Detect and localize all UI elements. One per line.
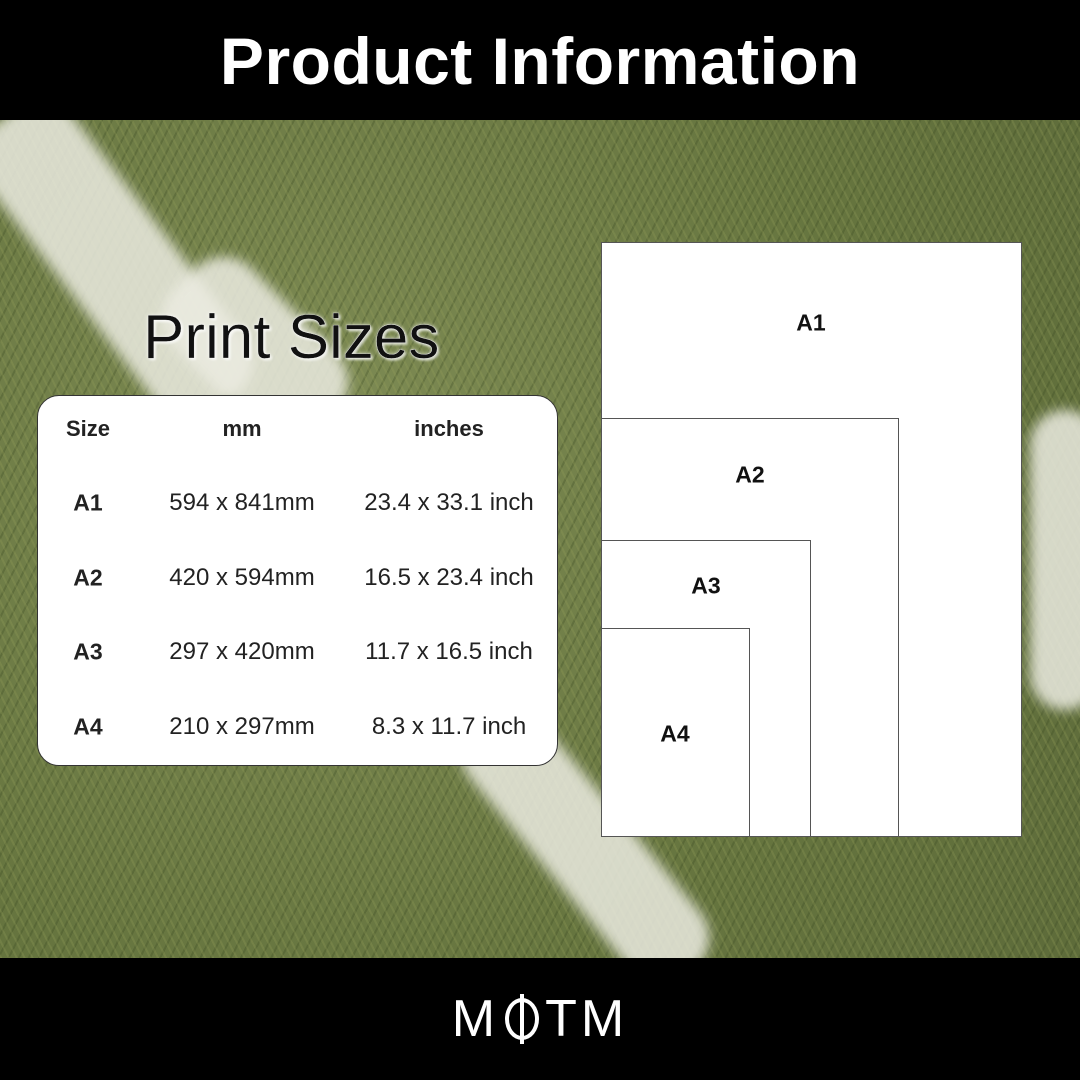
logo-o-mark	[505, 994, 540, 1044]
page-title: Product Information	[219, 24, 861, 98]
mm-cell: 420 x 594mm	[169, 564, 315, 591]
size-cell: A4	[73, 713, 103, 740]
header-bar: Product Information	[0, 0, 1080, 120]
footer-bar: M TM	[0, 958, 1080, 1080]
a4-rectangle	[601, 628, 750, 837]
section-title: Print Sizes	[143, 303, 440, 372]
inches-cell: 23.4 x 33.1 inch	[364, 489, 534, 516]
motm-logo: M TM	[451, 990, 629, 1048]
a3-label: A3	[691, 572, 721, 599]
inches-cell: 11.7 x 16.5 inch	[365, 638, 533, 665]
a1-label: A1	[796, 309, 826, 336]
column-header: Size	[65, 416, 111, 441]
a2-label: A2	[735, 461, 765, 488]
column-header: inches	[414, 416, 484, 441]
mm-cell: 594 x 841mm	[169, 489, 315, 516]
mm-cell: 210 x 297mm	[169, 713, 315, 740]
size-table: Size mm inches A1 594 x 841mm 23.4 x 33.…	[37, 395, 558, 766]
mm-cell: 297 x 420mm	[169, 638, 315, 665]
column-header: mm	[222, 416, 262, 441]
size-cell: A1	[73, 489, 103, 516]
inches-cell: 16.5 x 23.4 inch	[364, 564, 534, 591]
a4-label: A4	[660, 720, 690, 747]
inches-cell: 8.3 x 11.7 inch	[371, 713, 527, 740]
size-cell: A3	[73, 638, 103, 665]
size-cell: A2	[73, 564, 103, 591]
